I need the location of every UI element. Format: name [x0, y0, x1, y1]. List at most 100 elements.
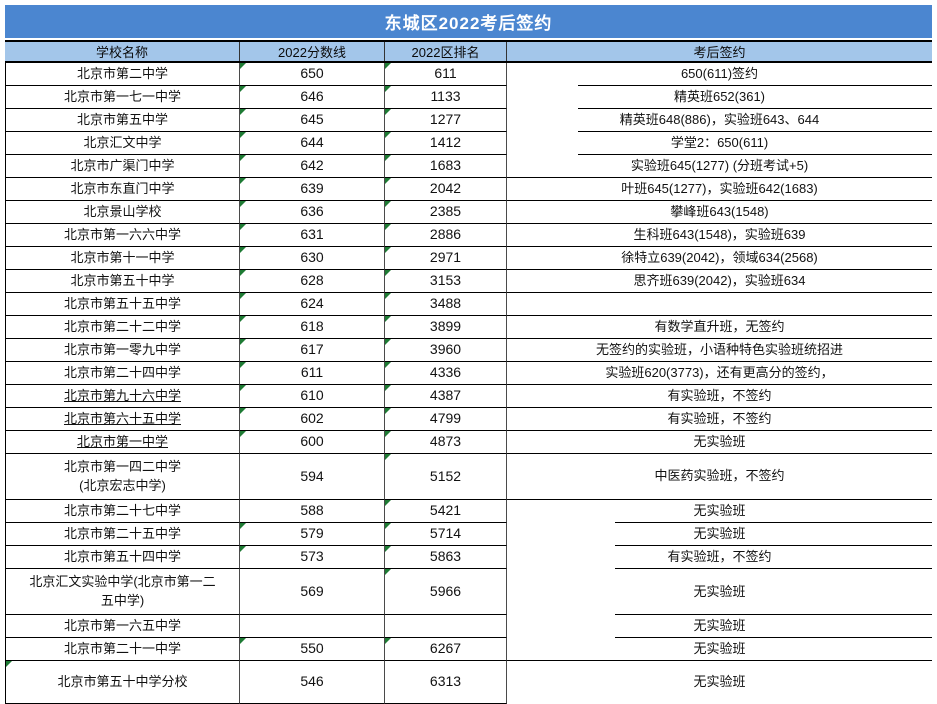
school-cell-text: 北京市第九十六中学 [63, 387, 181, 403]
score-cell: 630 [240, 247, 385, 270]
score-cell-text: 610 [300, 387, 324, 404]
table-row: 北京市第二中学 650 611 650(611)签约 [5, 63, 932, 86]
note-cell: 有实验班，不签约 [507, 546, 932, 569]
note-cell-text: 学堂2：650(611) [670, 135, 769, 151]
note-cell-text: 有实验班，不签约 [667, 410, 772, 426]
table-row: 北京市东直门中学 639 2042 叶班645(1277)，实验班642(1683) [5, 178, 932, 201]
note-cell: 实验班620(3773)，还有更高分的签约， [507, 362, 932, 385]
note-cell: 有实验班，不签约 [507, 408, 932, 431]
note-cell-text: 无实验班 [693, 433, 746, 449]
school-cell: 北京景山学校 [5, 201, 240, 224]
excel-error-triangle-icon [240, 362, 246, 368]
school-cell: 北京汇文中学 [5, 132, 240, 155]
school-cell: 北京市第二中学 [5, 63, 240, 86]
score-cell: 631 [240, 224, 385, 247]
rank-cell: 5152 [385, 454, 507, 500]
rank-cell-text: 1133 [430, 88, 461, 105]
rank-cell: 3153 [385, 270, 507, 293]
score-cell: 628 [240, 270, 385, 293]
rank-cell: 1277 [385, 109, 507, 132]
excel-error-triangle-icon [385, 224, 391, 230]
excel-error-triangle-icon [240, 132, 246, 138]
note-cell-text: 攀峰班643(1548) [670, 203, 769, 219]
table-row: 北京汇文中学 644 1412 学堂2：650(611) [5, 132, 932, 155]
school-cell-text: 北京市第十一中学 [70, 249, 175, 265]
rank-cell-text: 1277 [429, 111, 462, 128]
excel-error-triangle-icon [240, 316, 246, 322]
school-cell: 北京市第十一中学 [5, 247, 240, 270]
title-divider [5, 38, 932, 40]
column-header-post-exam-signing: 考后签约 [693, 45, 746, 60]
score-cell-text: 594 [300, 467, 324, 484]
note-cell: 攀峰班643(1548) [507, 201, 932, 224]
rank-cell: 2385 [385, 201, 507, 224]
score-cell: 546 [240, 661, 385, 704]
rank-cell: 6313 [385, 661, 507, 704]
excel-error-triangle-icon [240, 339, 246, 345]
table-row: 北京市第五中学 645 1277 精英班648(886)，实验班643、644 [5, 109, 932, 132]
rank-cell: 5966 [385, 569, 507, 615]
excel-error-triangle-icon [240, 270, 246, 276]
note-cell: 中医药实验班，不签约 [507, 454, 932, 500]
rank-cell: 4799 [385, 408, 507, 431]
rank-cell-text: 5714 [429, 525, 462, 542]
score-cell: 569 [240, 569, 385, 615]
excel-error-triangle-icon [385, 546, 391, 552]
school-cell: 北京市第一四二中学 (北京宏志中学) [5, 454, 240, 500]
note-cell: 精英班648(886)，实验班643、644 [507, 109, 932, 132]
table-row: 北京市第二十二中学 618 3899 有数学直升班，无签约 [5, 316, 932, 339]
excel-error-triangle-icon [385, 454, 391, 460]
rank-cell-text: 3960 [429, 341, 462, 358]
rank-cell: 2886 [385, 224, 507, 247]
score-cell-text: 636 [300, 203, 324, 220]
note-cell: 无实验班 [507, 638, 932, 661]
table-row: 北京市第五十中学 628 3153 思齐班639(2042)，实验班634 [5, 270, 932, 293]
rank-cell: 611 [385, 63, 507, 86]
school-cell: 北京市第五十中学分校 [5, 661, 240, 704]
note-cell-text: 无实验班 [693, 526, 746, 542]
table-row: 北京市广渠门中学 642 1683 实验班645(1277) (分班考试+5) [5, 155, 932, 178]
score-cell: 579 [240, 523, 385, 546]
excel-error-triangle-icon [385, 316, 391, 322]
rank-cell: 3899 [385, 316, 507, 339]
column-header-district-rank: 2022区排名 [385, 42, 507, 61]
note-cell-text: 徐特立639(2042)，领域634(2568) [621, 249, 818, 265]
excel-error-triangle-icon [240, 408, 246, 414]
excel-error-triangle-icon [240, 431, 246, 437]
excel-error-triangle-icon [240, 224, 246, 230]
school-cell: 北京市第二十二中学 [5, 316, 240, 339]
note-cell: 无实验班 [507, 661, 932, 704]
school-cell-text: 北京市东直门中学 [70, 180, 175, 196]
table-row: 北京市第一六五中学 无实验班 [5, 615, 932, 638]
rank-cell: 5714 [385, 523, 507, 546]
excel-error-triangle-icon [240, 86, 246, 92]
school-cell: 北京市第九十六中学 [5, 385, 240, 408]
excel-error-triangle-icon [240, 63, 246, 69]
school-cell-text: 北京市第六十五中学 [63, 410, 181, 426]
score-cell-text: 645 [300, 111, 324, 128]
school-cell: 北京市东直门中学 [5, 178, 240, 201]
rank-cell-text: 4387 [429, 387, 462, 404]
rank-cell-text: 4873 [429, 433, 462, 450]
note-cell-text: 实验班620(3773)，还有更高分的签约， [605, 364, 834, 380]
note-cell-text: 有实验班，不签约 [667, 549, 772, 565]
rank-cell-text: 2971 [429, 249, 462, 266]
excel-error-triangle-icon [385, 132, 391, 138]
page-title: 东城区2022考后签约 [5, 5, 932, 38]
column-header-school: 学校名称 [5, 42, 240, 61]
school-cell-text: 北京市第五十中学分校 [57, 673, 188, 689]
school-cell-text: 北京景山学校 [83, 203, 162, 219]
score-cell-text: 573 [300, 548, 324, 565]
score-cell: 573 [240, 546, 385, 569]
school-cell: 北京市第一中学 [5, 431, 240, 454]
table-row: 北京市第一四二中学 (北京宏志中学) 594 5152 中医药实验班，不签约 [5, 454, 932, 500]
score-cell-text: 644 [300, 134, 324, 151]
score-cell: 646 [240, 86, 385, 109]
note-cell-text: 无实验班 [693, 583, 746, 599]
score-cell-text: 602 [300, 410, 324, 427]
excel-error-triangle-icon [240, 523, 246, 529]
table-row: 北京市第九十六中学 610 4387 有实验班，不签约 [5, 385, 932, 408]
excel-error-triangle-icon [385, 523, 391, 529]
note-cell: 无签约的实验班，小语种特色实验班统招进 [507, 339, 932, 362]
